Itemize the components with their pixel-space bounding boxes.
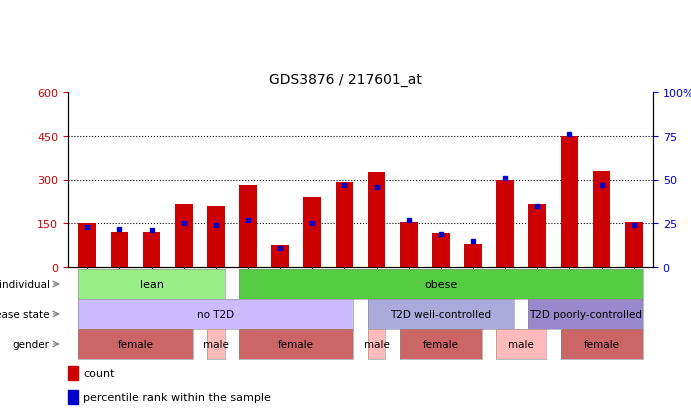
Bar	[496, 180, 514, 267]
Text: count: count	[83, 368, 115, 378]
Text: female: female	[117, 339, 153, 349]
Bar	[111, 233, 129, 267]
Bar	[464, 244, 482, 267]
Bar	[175, 205, 193, 267]
Text: female: female	[278, 339, 314, 349]
Text: male: male	[203, 339, 229, 349]
Bar	[79, 223, 96, 267]
Bar	[336, 183, 353, 267]
Bar	[239, 186, 257, 267]
Bar	[593, 171, 610, 267]
Bar	[432, 234, 450, 267]
Text: GDS3876 / 217601_at: GDS3876 / 217601_at	[269, 73, 422, 87]
Text: no T2D: no T2D	[198, 309, 234, 319]
Bar	[625, 222, 643, 267]
Text: lean: lean	[140, 279, 164, 289]
Bar	[207, 206, 225, 267]
Bar	[68, 390, 77, 404]
Text: disease state: disease state	[0, 309, 50, 319]
Text: T2D well-controlled: T2D well-controlled	[390, 309, 491, 319]
Text: gender: gender	[12, 339, 50, 349]
Text: obese: obese	[424, 279, 457, 289]
Bar	[529, 205, 546, 267]
Bar	[68, 366, 77, 380]
Text: male: male	[363, 339, 390, 349]
Text: percentile rank within the sample: percentile rank within the sample	[83, 392, 271, 402]
Text: female: female	[423, 339, 459, 349]
Text: female: female	[584, 339, 620, 349]
Bar	[303, 197, 321, 267]
Bar	[272, 246, 289, 267]
Bar	[143, 233, 160, 267]
Bar	[560, 136, 578, 267]
Text: T2D poorly-controlled: T2D poorly-controlled	[529, 309, 642, 319]
Text: individual: individual	[0, 279, 50, 289]
Bar	[368, 173, 386, 267]
Bar	[400, 222, 417, 267]
Text: male: male	[509, 339, 534, 349]
